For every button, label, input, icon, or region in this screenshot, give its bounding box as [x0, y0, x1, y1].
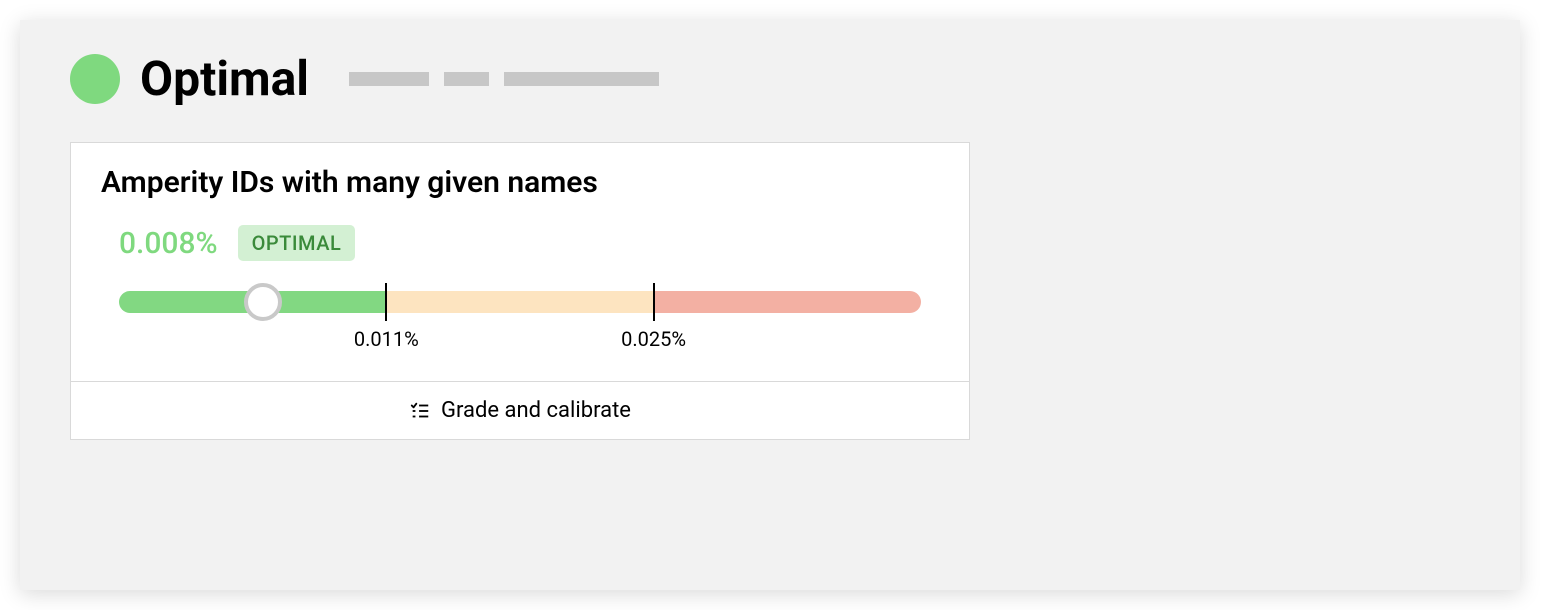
gauge-thumb[interactable] — [244, 283, 282, 321]
status-badge: OPTIMAL — [238, 225, 356, 261]
card-body: Amperity IDs with many given names 0.008… — [71, 143, 969, 381]
placeholder-bars — [349, 72, 659, 86]
gauge-tick-1-label: 0.011% — [354, 327, 419, 351]
status-panel: Optimal Amperity IDs with many given nam… — [20, 20, 1520, 590]
status-dot — [70, 54, 120, 104]
metric-title: Amperity IDs with many given names — [101, 165, 939, 200]
metric-value-row: 0.008% OPTIMAL — [101, 225, 939, 261]
gauge-tick-2 — [653, 283, 655, 321]
metric-card: Amperity IDs with many given names 0.008… — [70, 142, 970, 440]
placeholder-bar — [504, 72, 659, 86]
placeholder-bar — [349, 72, 429, 86]
panel-header: Optimal — [50, 50, 1490, 107]
grade-calibrate-label: Grade and calibrate — [441, 398, 631, 423]
threshold-gauge: 0.011% 0.025% — [101, 291, 939, 361]
placeholder-bar — [444, 72, 489, 86]
status-title: Optimal — [140, 50, 309, 107]
gauge-segment-warning — [386, 291, 653, 313]
gauge-track — [119, 291, 921, 313]
grade-calibrate-button[interactable]: Grade and calibrate — [71, 381, 969, 439]
checklist-icon — [409, 400, 431, 422]
gauge-tick-2-label: 0.025% — [621, 327, 686, 351]
metric-value: 0.008% — [119, 226, 218, 261]
gauge-tick-1 — [385, 283, 387, 321]
gauge-segment-critical — [654, 291, 921, 313]
